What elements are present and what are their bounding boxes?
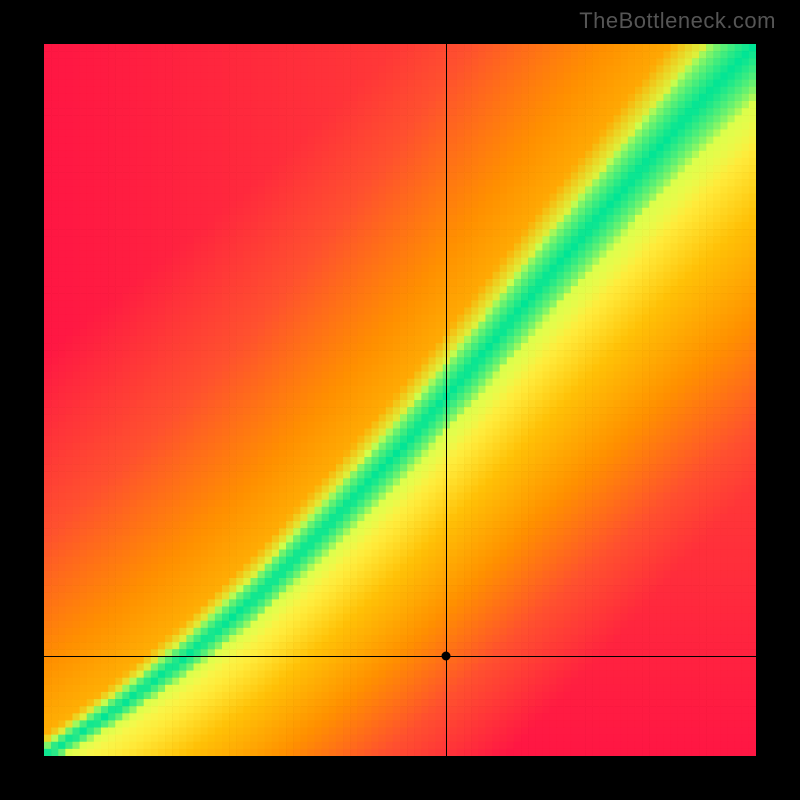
crosshair-marker — [442, 652, 451, 661]
crosshair-vertical — [446, 44, 447, 756]
heatmap-plot — [44, 44, 756, 756]
crosshair-horizontal — [44, 656, 756, 657]
heatmap-canvas — [44, 44, 756, 756]
watermark-text: TheBottleneck.com — [579, 8, 776, 34]
